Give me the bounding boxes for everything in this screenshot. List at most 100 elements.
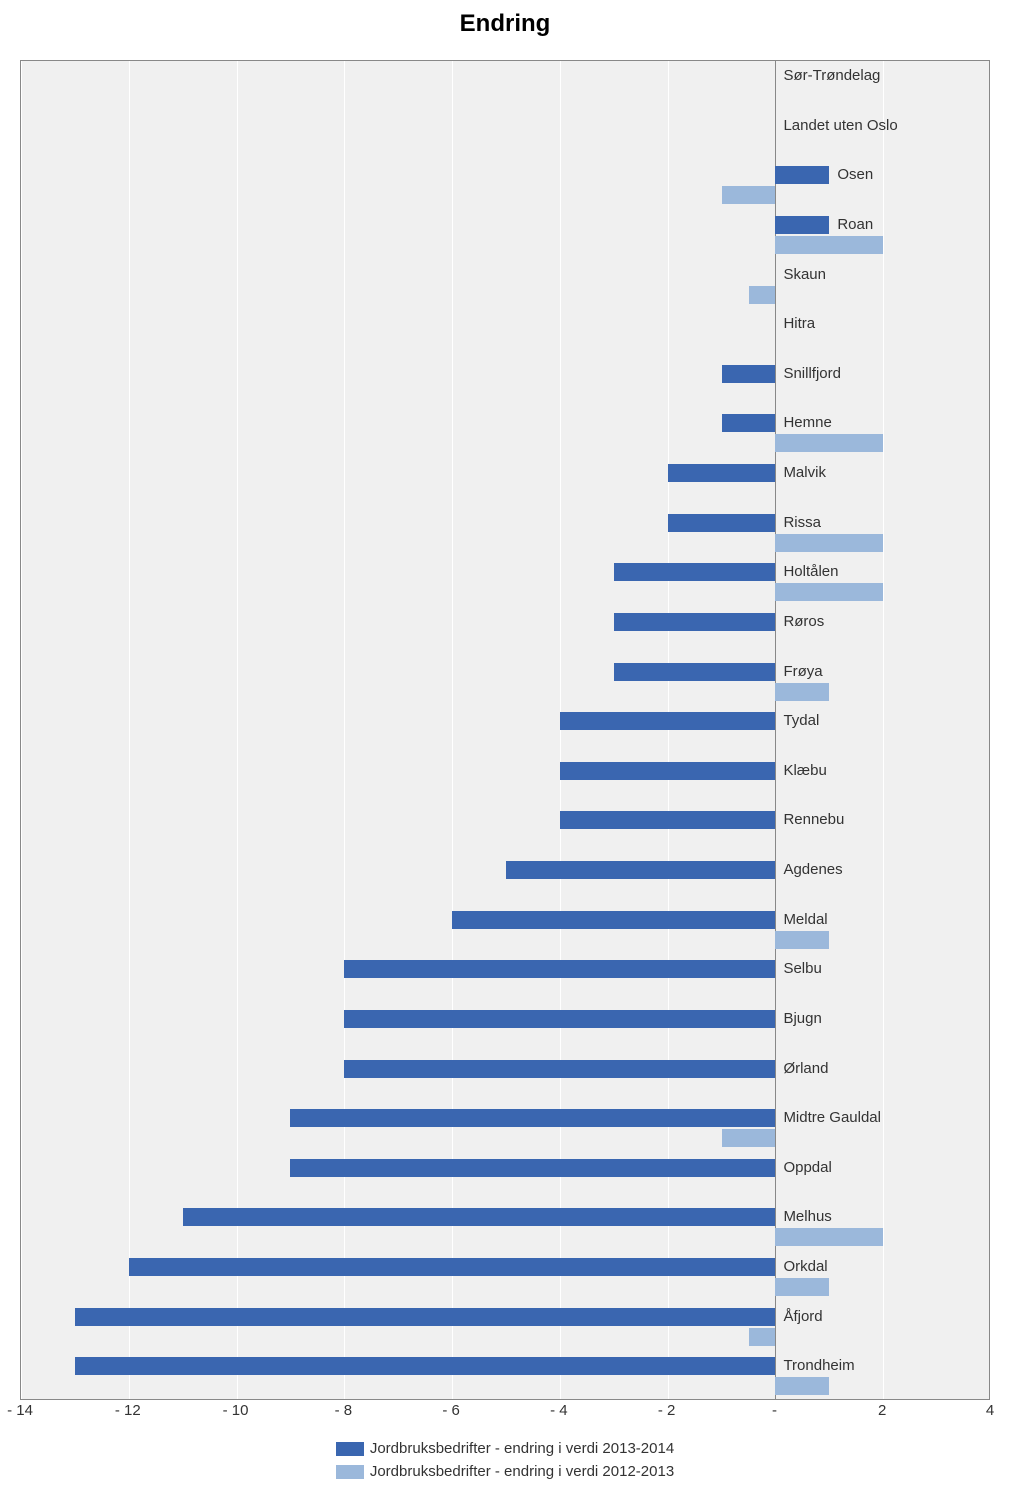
legend-swatch-series-1 <box>336 1442 364 1456</box>
x-tick-label: - 10 <box>223 1402 249 1419</box>
x-tick-label: - 14 <box>7 1402 33 1419</box>
data-row: Hemne <box>21 408 989 458</box>
bar-series-1 <box>668 464 776 482</box>
legend-swatch-series-2 <box>336 1465 364 1479</box>
bar-series-2 <box>775 1377 829 1395</box>
data-row: Skaun <box>21 260 989 310</box>
category-label: Orkdal <box>783 1258 827 1275</box>
bar-series-2 <box>775 683 829 701</box>
data-row: Rissa <box>21 508 989 558</box>
bar-series-1 <box>344 1010 775 1028</box>
data-row: Klæbu <box>21 756 989 806</box>
category-label: Snillfjord <box>783 365 841 382</box>
category-label: Roan <box>837 216 873 233</box>
bar-series-2 <box>775 583 883 601</box>
chart-title: Endring <box>0 10 1010 38</box>
data-row: Landet uten Oslo <box>21 111 989 161</box>
bar-series-1 <box>560 762 776 780</box>
chart-container: Endring Sør-Trøndelag Landet uten Oslo Ose… <box>0 0 1010 1509</box>
category-label: Hitra <box>783 315 815 332</box>
data-row: Meldal <box>21 905 989 955</box>
bar-series-1 <box>614 663 776 681</box>
category-label: Bjugn <box>783 1010 821 1027</box>
gridline <box>991 61 992 1399</box>
data-row: Åfjord <box>21 1302 989 1352</box>
bar-series-1 <box>614 613 776 631</box>
data-row: Roan <box>21 210 989 260</box>
bar-series-1 <box>775 216 829 234</box>
x-tick-label: - 2 <box>658 1402 676 1419</box>
data-row: Selbu <box>21 954 989 1004</box>
category-label: Frøya <box>783 663 822 680</box>
data-row: Rennebu <box>21 805 989 855</box>
bar-series-1 <box>290 1109 775 1127</box>
category-label: Røros <box>783 613 824 630</box>
data-row: Snillfjord <box>21 359 989 409</box>
bar-series-2 <box>775 931 829 949</box>
data-row: Bjugn <box>21 1004 989 1054</box>
bar-series-1 <box>668 514 776 532</box>
category-label: Selbu <box>783 960 821 977</box>
bar-series-1 <box>290 1159 775 1177</box>
data-row: Sør-Trøndelag <box>21 61 989 111</box>
bar-series-2 <box>775 1278 829 1296</box>
category-label: Tydal <box>783 712 819 729</box>
bar-series-1 <box>452 911 775 929</box>
data-row: Orkdal <box>21 1252 989 1302</box>
data-row: Røros <box>21 607 989 657</box>
plot-area: Sør-Trøndelag Landet uten Oslo Osen Roan Ska… <box>20 60 990 1400</box>
category-label: Malvik <box>783 464 826 481</box>
category-label: Åfjord <box>783 1308 822 1325</box>
data-row: Malvik <box>21 458 989 508</box>
bar-series-1 <box>344 1060 775 1078</box>
x-tick-label: - 12 <box>115 1402 141 1419</box>
category-label: Rissa <box>783 514 821 531</box>
data-row: Holtålen <box>21 557 989 607</box>
bar-series-1 <box>344 960 775 978</box>
bar-series-1 <box>775 166 829 184</box>
bar-series-1 <box>129 1258 776 1276</box>
bar-series-1 <box>75 1357 776 1375</box>
category-label: Skaun <box>783 266 826 283</box>
x-tick-label: - 4 <box>550 1402 568 1419</box>
data-row: Ørland <box>21 1054 989 1104</box>
bar-series-1 <box>560 712 776 730</box>
legend: Jordbruksbedrifter - endring i verdi 201… <box>0 1440 1010 1486</box>
x-tick-label: - <box>772 1402 777 1419</box>
x-tick-label: 4 <box>986 1402 994 1419</box>
category-label: Hemne <box>783 414 831 431</box>
category-label: Rennebu <box>783 811 844 828</box>
bar-series-2 <box>775 434 883 452</box>
bar-series-1 <box>75 1308 776 1326</box>
data-row: Oppdal <box>21 1153 989 1203</box>
category-label: Trondheim <box>783 1357 854 1374</box>
x-tick-label: - 6 <box>442 1402 460 1419</box>
data-row: Osen <box>21 160 989 210</box>
bar-series-1 <box>560 811 776 829</box>
data-row: Agdenes <box>21 855 989 905</box>
legend-item-2: Jordbruksbedrifter - endring i verdi 201… <box>0 1463 1010 1480</box>
category-label: Melhus <box>783 1208 831 1225</box>
category-label: Agdenes <box>783 861 842 878</box>
x-tick-label: - 8 <box>335 1402 353 1419</box>
data-row: Hitra <box>21 309 989 359</box>
bar-series-1 <box>722 365 776 383</box>
category-label: Meldal <box>783 911 827 928</box>
bar-series-2 <box>749 286 776 304</box>
bar-series-1 <box>183 1208 776 1226</box>
data-row: Melhus <box>21 1202 989 1252</box>
category-label: Holtålen <box>783 563 838 580</box>
legend-label-series-1: Jordbruksbedrifter - endring i verdi 201… <box>370 1440 674 1457</box>
category-label: Landet uten Oslo <box>783 117 897 134</box>
bar-series-1 <box>722 414 776 432</box>
category-label: Oppdal <box>783 1159 831 1176</box>
data-row: Frøya <box>21 657 989 707</box>
bar-series-2 <box>775 236 883 254</box>
bar-series-1 <box>614 563 776 581</box>
bar-series-1 <box>506 861 775 879</box>
category-label: Sør-Trøndelag <box>783 67 880 84</box>
bar-series-2 <box>775 534 883 552</box>
bar-series-2 <box>722 186 776 204</box>
bar-series-2 <box>749 1328 776 1346</box>
category-label: Ørland <box>783 1060 828 1077</box>
